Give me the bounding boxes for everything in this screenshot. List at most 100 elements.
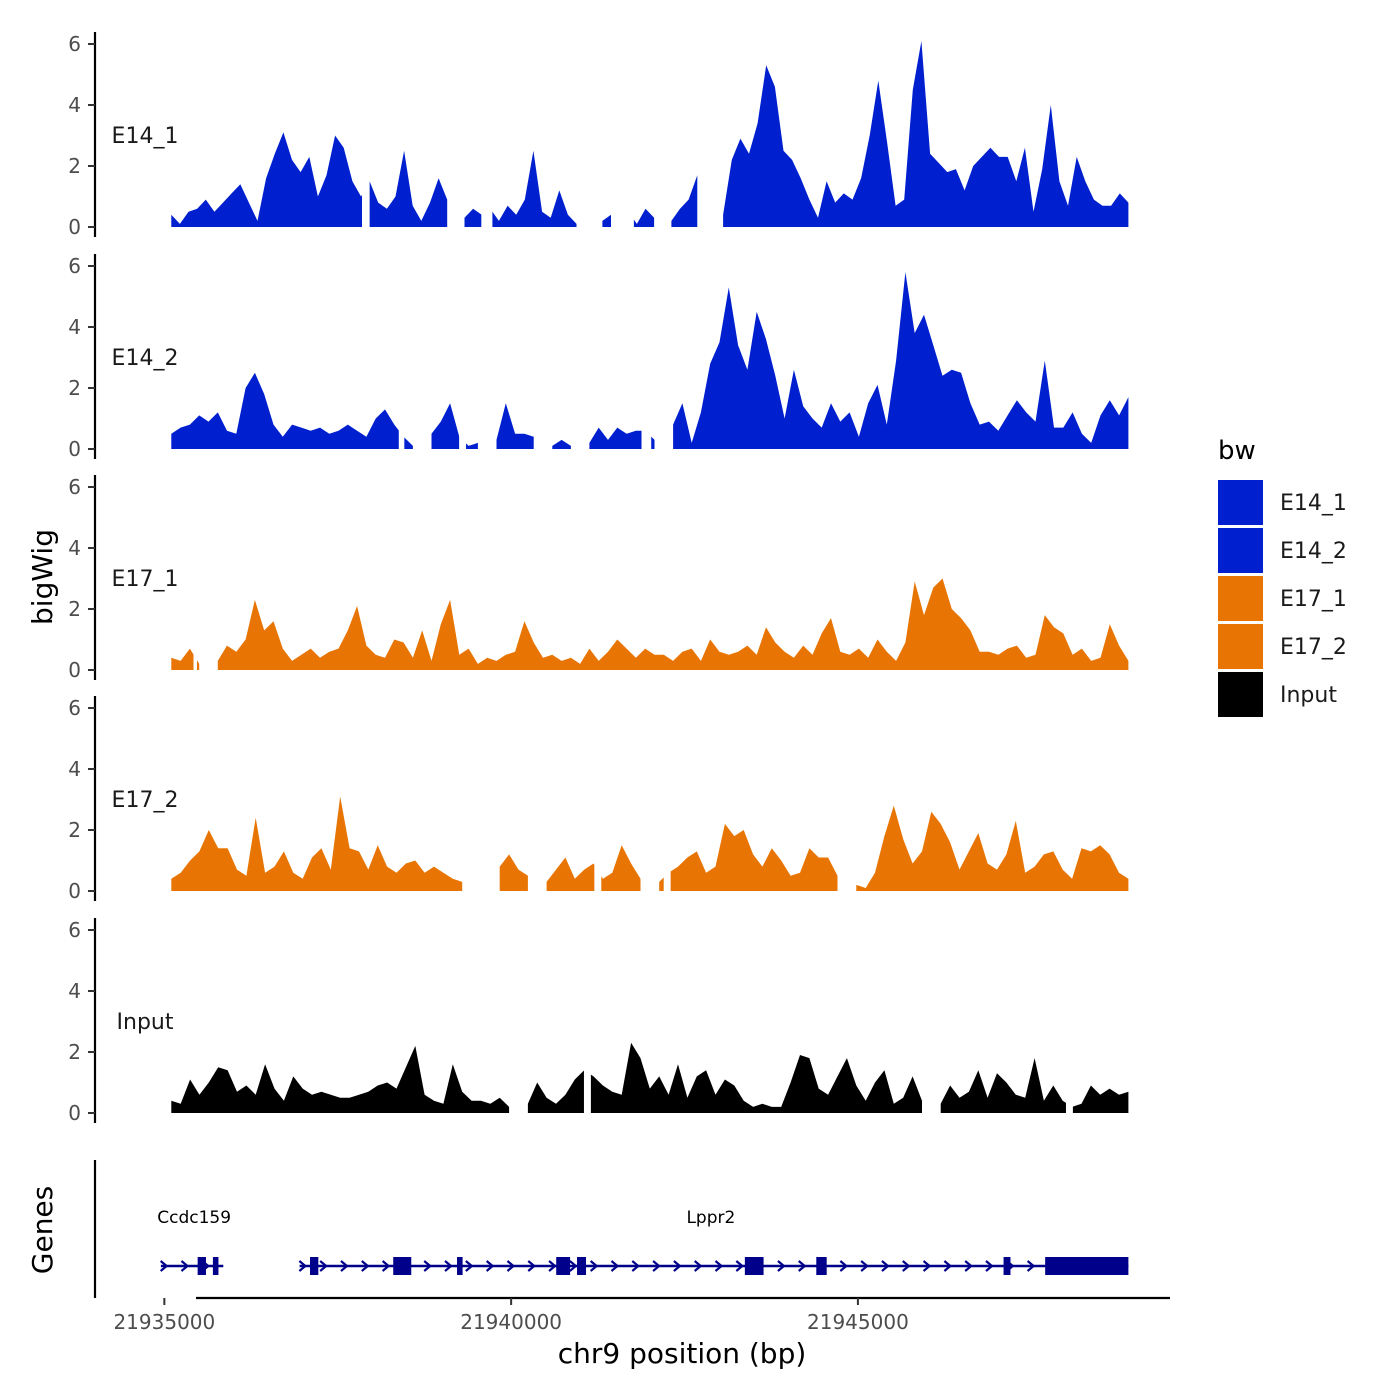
strand-arrow	[964, 1260, 973, 1272]
y-tick-label: 2	[68, 154, 81, 178]
y-tick-label: 6	[68, 918, 81, 942]
x-tick-label: 21945000	[807, 1310, 909, 1334]
y-tick-label: 2	[68, 818, 81, 842]
coverage-gap	[611, 39, 634, 228]
legend-label: E17_1	[1280, 587, 1347, 612]
signal-area	[723, 41, 1129, 227]
strand-arrow	[506, 1260, 516, 1272]
x-tick-label: 21935000	[113, 1310, 215, 1334]
strand-arrow	[589, 1260, 599, 1272]
signal-area	[217, 578, 1129, 670]
coverage-gap	[362, 39, 370, 228]
gene-exon	[816, 1257, 827, 1275]
track-e17-2: 0 2 4 6 E17_2	[68, 696, 1129, 903]
gene-exon	[1045, 1257, 1129, 1275]
legend-title: bw	[1218, 436, 1256, 466]
legend-label: E14_1	[1280, 491, 1347, 516]
y-tick-label: 4	[68, 979, 81, 1003]
strand-arrow	[902, 1260, 911, 1272]
signal-area	[499, 854, 528, 891]
strand-arrow	[652, 1260, 661, 1272]
strand-arrow	[340, 1260, 349, 1272]
y-tick-label: 2	[68, 597, 81, 621]
gene-exon	[744, 1257, 764, 1275]
strand-arrow	[839, 1260, 849, 1272]
signal-area	[171, 132, 448, 227]
strand-arrow	[180, 1260, 190, 1272]
y-tick-label: 4	[68, 757, 81, 781]
y-tick-label: 0	[68, 658, 81, 682]
strand-arrow	[985, 1260, 994, 1272]
signal-area	[527, 1042, 922, 1113]
gene-label: Lppr2	[686, 1208, 735, 1228]
signal-area	[940, 1058, 1129, 1113]
signal-area	[171, 1045, 510, 1113]
signal-area	[431, 403, 478, 449]
strand-arrow	[1026, 1260, 1036, 1272]
strand-arrow	[381, 1260, 391, 1272]
strand-arrow	[714, 1260, 724, 1272]
strand-arrow	[444, 1260, 453, 1272]
strand-arrow	[485, 1260, 495, 1272]
track-e14-1: 0 2 4 6 E14_1	[68, 32, 1129, 239]
y-axis-title: bigWig	[26, 529, 59, 625]
signal-area	[673, 272, 1129, 449]
gene-track: Ccdc159 Lppr2	[93, 1160, 1129, 1298]
gene-exon	[310, 1257, 319, 1275]
track-e14-2: 0 2 4 6 E14_2	[68, 254, 1129, 461]
legend-swatch	[1218, 624, 1263, 669]
signal-area	[659, 823, 838, 891]
coverage-gap	[844, 703, 851, 892]
genes-axis-title: Genes	[26, 1186, 59, 1274]
coverage-gap	[459, 261, 467, 450]
legend-label: Input	[1280, 683, 1337, 708]
signal-area	[171, 648, 200, 670]
y-tick-label: 0	[68, 879, 81, 903]
strand-arrow	[881, 1260, 890, 1272]
y-tick-label: 6	[68, 475, 81, 499]
strand-arrow	[423, 1260, 432, 1272]
signal-area	[171, 372, 413, 449]
strand-arrow	[159, 1260, 169, 1272]
coverage-gap	[663, 703, 671, 892]
gene-exon	[393, 1257, 412, 1275]
y-tick-label: 0	[68, 215, 81, 239]
track-label: E14_2	[112, 346, 179, 371]
legend-swatch	[1218, 576, 1263, 621]
coverage-gap	[1065, 925, 1073, 1114]
gene-exon	[212, 1257, 219, 1275]
gene-exon	[577, 1257, 587, 1275]
strand-arrow	[527, 1260, 536, 1272]
legend-swatch	[1218, 480, 1263, 525]
signal-area	[671, 175, 698, 227]
x-tick-label: 21940000	[460, 1310, 562, 1334]
y-tick-label: 4	[68, 93, 81, 117]
legend-label: E17_2	[1280, 635, 1347, 660]
strand-arrow	[319, 1260, 328, 1272]
strand-arrow	[298, 1260, 308, 1272]
coverage-gap	[193, 482, 197, 671]
strand-arrow	[465, 1260, 474, 1272]
signal-area	[171, 796, 463, 891]
y-tick-label: 4	[68, 536, 81, 560]
y-tick-label: 4	[68, 315, 81, 339]
strand-arrow	[693, 1260, 703, 1272]
y-tick-label: 0	[68, 437, 81, 461]
coverage-gap	[641, 261, 652, 450]
coverage-gap	[583, 925, 591, 1114]
track-label: E14_1	[112, 124, 179, 149]
strand-arrow	[735, 1260, 745, 1272]
legend-swatch	[1218, 528, 1263, 573]
strand-arrow	[548, 1260, 557, 1272]
signal-area	[856, 805, 1129, 891]
coverage-gap	[398, 261, 405, 450]
legend-label: E14_2	[1280, 539, 1347, 564]
y-tick-label: 2	[68, 376, 81, 400]
track-label: E17_1	[112, 567, 179, 592]
gene-exon	[1003, 1257, 1011, 1275]
coverage-gap	[481, 39, 493, 228]
gene-exon	[457, 1257, 463, 1275]
signal-area	[464, 150, 577, 227]
gene-exon	[197, 1257, 206, 1275]
bigwig-tracks: 0 2 4 6 E14_1 0 2 4 6 E14_2 0 2 4 6 E17_1 0 2 4 6 E17_2 0 2 4 6…	[68, 32, 1129, 1125]
